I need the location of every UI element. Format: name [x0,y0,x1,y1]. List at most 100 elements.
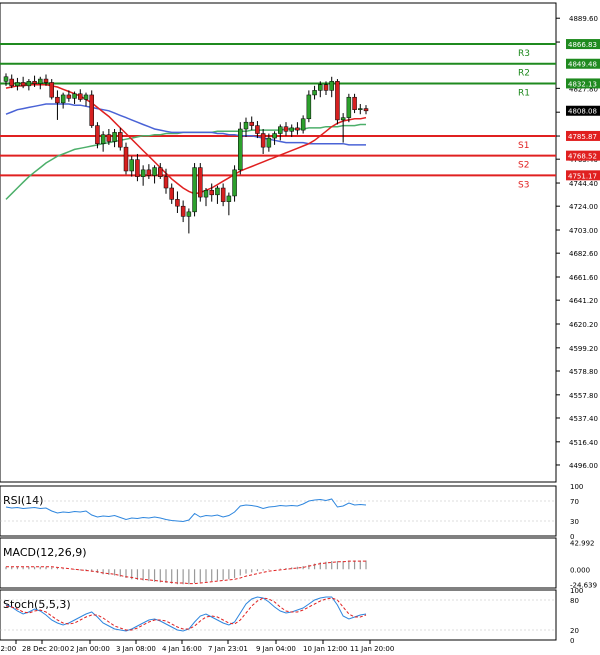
candle-body [43,78,49,83]
candle [243,117,249,137]
candle-body [32,81,37,84]
candle-body [66,94,72,99]
x-tick-label: 2 Jan 00:00 [70,645,110,653]
candle [43,74,49,86]
candle-body [312,90,317,96]
candle-body [106,134,112,142]
candle-body [26,81,32,87]
candle [83,92,89,107]
candle [100,131,106,152]
candle [323,81,329,95]
level-price-box [566,170,600,181]
candle-body [363,108,369,112]
level-name-r3: R3 [518,49,530,59]
candle [95,122,100,149]
candle-body [129,159,134,172]
candle-body [238,128,243,171]
candle-body [340,117,346,121]
time-axis: 12:00 28 Dec 20:002 Jan 00:00 3 Jan 08:00 4… [0,640,394,653]
candle [129,156,134,177]
y-tick-label: 4682.60 [569,250,598,258]
level-name-r1: R1 [518,88,530,98]
candle [232,165,237,202]
candle-body [3,76,9,82]
macd-tick-label: 0.000 [570,566,590,574]
candle-body [358,108,363,110]
candle [118,127,123,151]
ma-blue-line [5,103,366,146]
macd-signal-line [6,560,366,585]
macd-frame [0,537,557,589]
level-name-r2: R2 [518,69,530,79]
y-tick-label: 4641.20 [569,297,598,305]
candle [220,183,226,207]
candle-body [180,205,186,217]
candle-body [152,167,157,176]
candle-body [38,78,43,84]
candle-body [163,176,169,189]
stoch-title: Stoch(5,5,3) [3,598,71,611]
rsi-panel: 100 70 30 0 RSI(14) [0,483,583,541]
candle [152,165,157,184]
candle-body [249,121,254,126]
x-tick-label: 9 Jan 04:00 [256,645,296,653]
candle-body [255,125,260,134]
candle [66,90,72,102]
candle-body [89,94,94,126]
y-tick-label: 4557.80 [569,392,598,400]
candle-body [335,81,340,121]
x-tick-label: 10 Jan 12:00 [303,645,347,653]
rsi-tick-label: 70 [570,498,579,506]
candle [266,133,272,152]
candle-body [289,127,294,132]
candle [186,208,192,234]
macd-title: MACD(12,26,9) [3,546,87,559]
y-tick-label: 4496.00 [569,462,598,470]
candle-body [209,190,214,196]
candle-body [78,93,83,100]
level-name-s2: S2 [518,161,529,171]
candle [140,165,146,186]
candle [163,168,169,194]
main-frame [0,2,557,483]
macd-tick-label: -24.639 [570,582,597,590]
rsi-line [5,498,367,523]
candle [89,90,94,128]
candle-body [83,94,89,100]
level-price-box [566,78,600,89]
candle [9,74,14,89]
candle [289,124,294,137]
candle [300,115,306,134]
candle [175,191,180,213]
candle-body [266,137,272,148]
candle-body [295,127,300,131]
candle [255,121,260,139]
y-tick-label: 4661.60 [569,274,598,282]
candle [340,113,346,143]
candle [260,128,266,154]
candle-body [278,126,283,134]
x-tick-label: 7 Jan 23:01 [208,645,248,653]
candle-body [135,159,140,177]
candle [169,183,174,204]
candle [283,122,289,136]
candle [203,188,209,207]
candle-body [140,169,146,177]
candle [272,131,277,145]
stoch-panel: 100 80 20 0 Stoch(5,5,3) [0,587,583,645]
y-tick-label: 4516.40 [569,439,598,447]
candle-body [203,190,209,198]
candle-body [323,84,329,91]
candle-body [100,134,106,144]
candle-body [192,167,197,213]
y-tick-label: 4889.60 [569,15,598,23]
rsi-title: RSI(14) [3,494,43,507]
macd-tick-label: 42.992 [570,539,595,547]
level-price-label: 4768.52 [568,153,597,161]
candle [106,128,112,145]
rsi-tick-label: 30 [570,518,579,526]
candle [329,76,334,98]
candle [209,183,214,202]
rsi-frame [0,485,557,537]
level-price-box [566,39,600,50]
